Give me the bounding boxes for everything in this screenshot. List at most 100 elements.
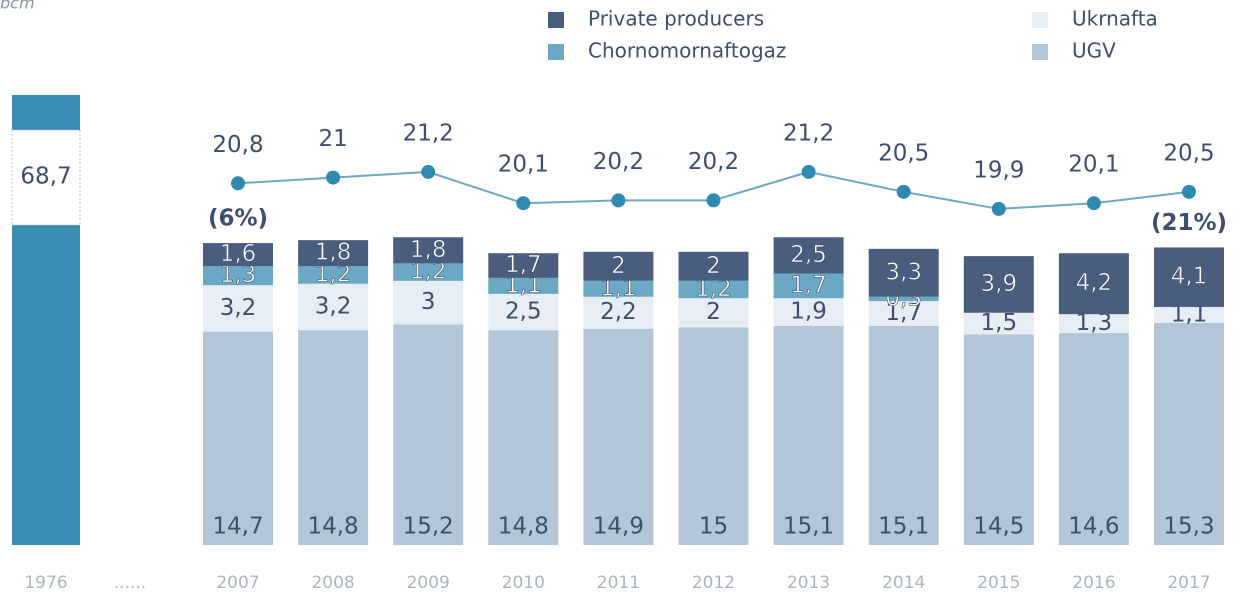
line-marker (1182, 184, 1196, 199)
x-tick-label: 2014 (882, 573, 925, 593)
line-label: 20,5 (1163, 140, 1214, 166)
bar-segment (773, 237, 844, 274)
line-marker (801, 164, 816, 179)
bar-segment (773, 273, 844, 299)
line-label: 21,2 (403, 120, 454, 146)
data-label: 1,5 (981, 310, 1018, 336)
legend-label: Chornomornaftogaz (588, 39, 786, 63)
line-label: 20,1 (498, 152, 549, 178)
data-label: 3 (421, 289, 436, 315)
bar-segment (393, 263, 464, 281)
data-label: 1,9 (790, 299, 827, 325)
data-label: 2,5 (505, 299, 542, 325)
x-tick-label: 2015 (977, 573, 1020, 593)
data-label: 1,7 (885, 300, 922, 326)
x-tick-label: 2008 (311, 573, 354, 593)
bar-segment (393, 280, 464, 325)
data-label: 15 (699, 514, 728, 540)
data-label: 4,2 (1076, 270, 1113, 296)
bar-segment (678, 280, 749, 299)
line-marker (991, 201, 1006, 216)
data-label: 15,3 (1163, 514, 1214, 540)
data-label: 1,7 (790, 272, 827, 298)
legend-swatch (548, 12, 564, 28)
x-tick-label: 2010 (502, 573, 545, 593)
data-label: 14,8 (307, 514, 358, 540)
data-label: 1,6 (220, 241, 257, 267)
bar-segment (678, 251, 749, 281)
bar-segment (298, 330, 369, 545)
x-tick-label: 1976 (24, 573, 67, 593)
bar-segment (868, 301, 939, 326)
bar-segment (1154, 306, 1224, 323)
x-tick-label: 2016 (1072, 573, 1115, 593)
data-label: 3,3 (885, 259, 922, 285)
bar-segment (298, 283, 369, 331)
bar-segment (1154, 322, 1224, 545)
x-tick-label: 2013 (787, 573, 830, 593)
unit-label: bcm (0, 0, 35, 13)
bar-segment (583, 280, 654, 297)
data-label: 2,5 (790, 242, 827, 268)
line-marker (516, 196, 531, 211)
line-label: 20,2 (688, 149, 739, 175)
bar-segment (488, 277, 559, 294)
bar-segment (583, 296, 654, 329)
data-label: 2,2 (600, 299, 637, 325)
bar-segment (678, 327, 749, 545)
data-label: 4,1 (1171, 264, 1208, 290)
x-tick-label: 2017 (1167, 573, 1210, 593)
data-label: 1,7 (505, 252, 542, 278)
line-marker (896, 184, 911, 199)
legend-label: Private producers (588, 7, 764, 31)
data-label: 1,8 (410, 237, 447, 263)
bar-segment (963, 334, 1034, 545)
line-label: 20,8 (212, 132, 263, 158)
data-label: 2 (611, 253, 626, 279)
bar-segment (393, 237, 464, 264)
bar-segment (773, 325, 844, 545)
bar-segment (678, 298, 749, 328)
bar-segment (868, 248, 939, 297)
legend-swatch (1032, 44, 1048, 60)
line-marker (706, 193, 721, 208)
bar-segment (583, 328, 654, 545)
bar-segment (1154, 247, 1224, 307)
line-marker (421, 164, 436, 179)
bar-segment (963, 312, 1034, 335)
data-label: 14,6 (1068, 514, 1119, 540)
past-label: 68,7 (20, 164, 71, 190)
line-label: 21 (318, 126, 347, 152)
line-label: 21,2 (783, 120, 834, 146)
bar-segment (1058, 333, 1129, 545)
data-label: 1,3 (220, 262, 257, 288)
data-label: 1,3 (1076, 310, 1113, 336)
legend-label: UGV (1072, 39, 1116, 63)
legend-label: Ukrnafta (1072, 7, 1158, 31)
bar-segment (963, 256, 1034, 313)
x-tick-label: 2007 (216, 573, 259, 593)
bar-segment (203, 331, 273, 545)
bar-segment (488, 293, 559, 331)
x-tick-label: 2009 (407, 573, 450, 593)
bar-segment (203, 266, 273, 286)
data-label: 14,8 (498, 514, 549, 540)
bar-segment (298, 266, 369, 284)
bar-segment (1058, 314, 1129, 334)
data-label: 14,5 (973, 514, 1024, 540)
line-label: 20,2 (593, 149, 644, 175)
annotation: (6%) (208, 206, 268, 232)
data-label: 2 (706, 299, 721, 325)
x-tick-label: ...... (114, 573, 146, 593)
data-label: 15,1 (878, 514, 929, 540)
x-tick-label: 2011 (597, 573, 640, 593)
data-label: 3,2 (315, 293, 352, 319)
bar-segment (393, 324, 464, 545)
legend-swatch (1032, 12, 1048, 28)
break-box (11, 129, 81, 226)
data-label: 1,8 (315, 240, 352, 266)
line-label: 19,9 (973, 157, 1024, 183)
data-label: 15,1 (783, 514, 834, 540)
bar-segment (488, 253, 559, 278)
